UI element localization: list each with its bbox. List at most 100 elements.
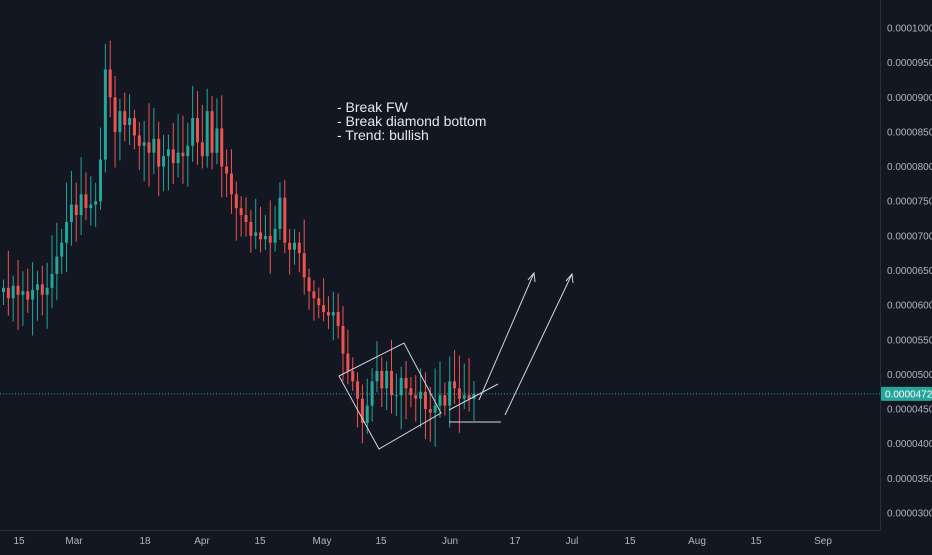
candle-body xyxy=(181,152,185,157)
candle-body xyxy=(89,204,93,209)
candle-body xyxy=(288,242,292,250)
candle-body xyxy=(239,208,243,216)
x-tick-label: 18 xyxy=(139,536,151,547)
note-line-2: - Break diamond bottom xyxy=(337,113,487,129)
candle-body xyxy=(69,204,73,222)
candle-body xyxy=(448,381,452,406)
x-tick-label: 15 xyxy=(254,536,266,547)
x-tick-label: 15 xyxy=(375,536,387,547)
candle-body xyxy=(419,391,423,399)
candle-body xyxy=(268,235,272,243)
candle-body xyxy=(176,152,180,164)
candle-body xyxy=(399,377,403,396)
price-axis[interactable]: 0.0000300 0.0000350 0.0000400 0.0000450 0.00… xyxy=(887,24,932,520)
candle-body xyxy=(21,291,25,295)
candle-body xyxy=(118,111,122,132)
candle-body xyxy=(196,118,199,143)
candle-body xyxy=(166,149,170,157)
candle-body xyxy=(137,135,141,146)
candle-body xyxy=(307,277,311,292)
analysis-note[interactable]: - Break FW - Break diamond bottom - Tren… xyxy=(337,100,486,142)
y-tick-label: 0.0000850 xyxy=(887,127,932,138)
x-tick-label: 15 xyxy=(624,536,636,547)
candle-body xyxy=(147,142,151,153)
candle-body xyxy=(249,222,253,236)
projection-arrow-2[interactable] xyxy=(504,273,573,416)
candle-body xyxy=(404,377,408,389)
note-line-1: - Break FW xyxy=(337,99,408,115)
candle-body xyxy=(302,253,306,278)
candle-body xyxy=(225,166,229,174)
note-line-3: - Trend: bullish xyxy=(337,127,429,143)
candle-body xyxy=(6,287,10,299)
candle-body xyxy=(162,156,166,167)
candle-body xyxy=(55,256,59,274)
candle-body xyxy=(103,69,107,160)
candle-body xyxy=(375,370,379,382)
candle-body xyxy=(346,353,350,371)
candle-body xyxy=(293,242,296,250)
candle-body xyxy=(113,97,117,132)
current-price-label: 0.0000472 xyxy=(885,389,932,400)
candle-body xyxy=(79,194,83,216)
x-tick-label: Aug xyxy=(688,536,706,547)
candle-body xyxy=(108,69,112,98)
candle-body xyxy=(283,197,287,243)
x-tick-label: 17 xyxy=(509,536,521,547)
candle-body xyxy=(365,405,369,423)
y-tick-label: 0.0000600 xyxy=(887,301,932,312)
candle-body xyxy=(433,405,437,413)
candle-body xyxy=(152,138,156,153)
candle-body xyxy=(409,388,413,396)
candle-body xyxy=(336,312,340,326)
candle-body xyxy=(132,118,136,136)
candle-body xyxy=(123,111,127,125)
candle-body xyxy=(259,232,263,240)
candle-body xyxy=(210,111,214,153)
x-tick-label: Jun xyxy=(442,536,458,547)
breakout-line[interactable] xyxy=(448,383,499,411)
candle-body xyxy=(35,284,39,290)
candle-body xyxy=(65,222,69,243)
candle-body xyxy=(385,370,389,389)
candle-body xyxy=(84,194,88,209)
candle-body xyxy=(205,111,209,157)
candle-body xyxy=(60,242,64,257)
candle-body xyxy=(423,391,427,410)
candle-body xyxy=(297,242,301,254)
candle-body xyxy=(11,285,15,299)
candle-body xyxy=(171,149,175,164)
candle-body xyxy=(186,145,190,157)
y-tick-label: 0.0000400 xyxy=(887,439,932,450)
time-axis[interactable]: 15 Mar 18 Apr 15 May 15 Jun 17 Jul 15 Aug 15 Sep xyxy=(13,536,832,547)
candle-body xyxy=(453,381,457,389)
candle-body xyxy=(40,284,44,295)
candle-body xyxy=(26,291,30,300)
candle-body xyxy=(341,325,345,354)
trendline-drawings xyxy=(338,271,574,450)
candle-body xyxy=(351,370,355,382)
y-tick-label: 0.0000450 xyxy=(887,405,932,416)
candle-body xyxy=(191,118,195,146)
candle-body xyxy=(200,142,204,157)
y-tick-label: 0.0000300 xyxy=(887,509,932,520)
candle-body xyxy=(380,370,384,389)
y-tick-label: 0.0001000 xyxy=(887,24,932,35)
candle-body xyxy=(428,409,432,413)
projection-arrow-1[interactable] xyxy=(478,272,535,401)
candle-body xyxy=(312,291,316,299)
candle-body xyxy=(273,228,277,243)
candle-body xyxy=(229,173,233,195)
y-tick-label: 0.0000350 xyxy=(887,474,932,485)
arrow-head-1 xyxy=(527,271,536,283)
candle-body xyxy=(278,197,282,229)
candle-body xyxy=(220,128,224,167)
candle-body xyxy=(234,194,238,209)
diamond-pattern[interactable] xyxy=(338,342,442,450)
candle-body xyxy=(390,370,393,396)
x-tick-label: Mar xyxy=(65,536,83,547)
x-tick-label: Jul xyxy=(566,536,579,547)
